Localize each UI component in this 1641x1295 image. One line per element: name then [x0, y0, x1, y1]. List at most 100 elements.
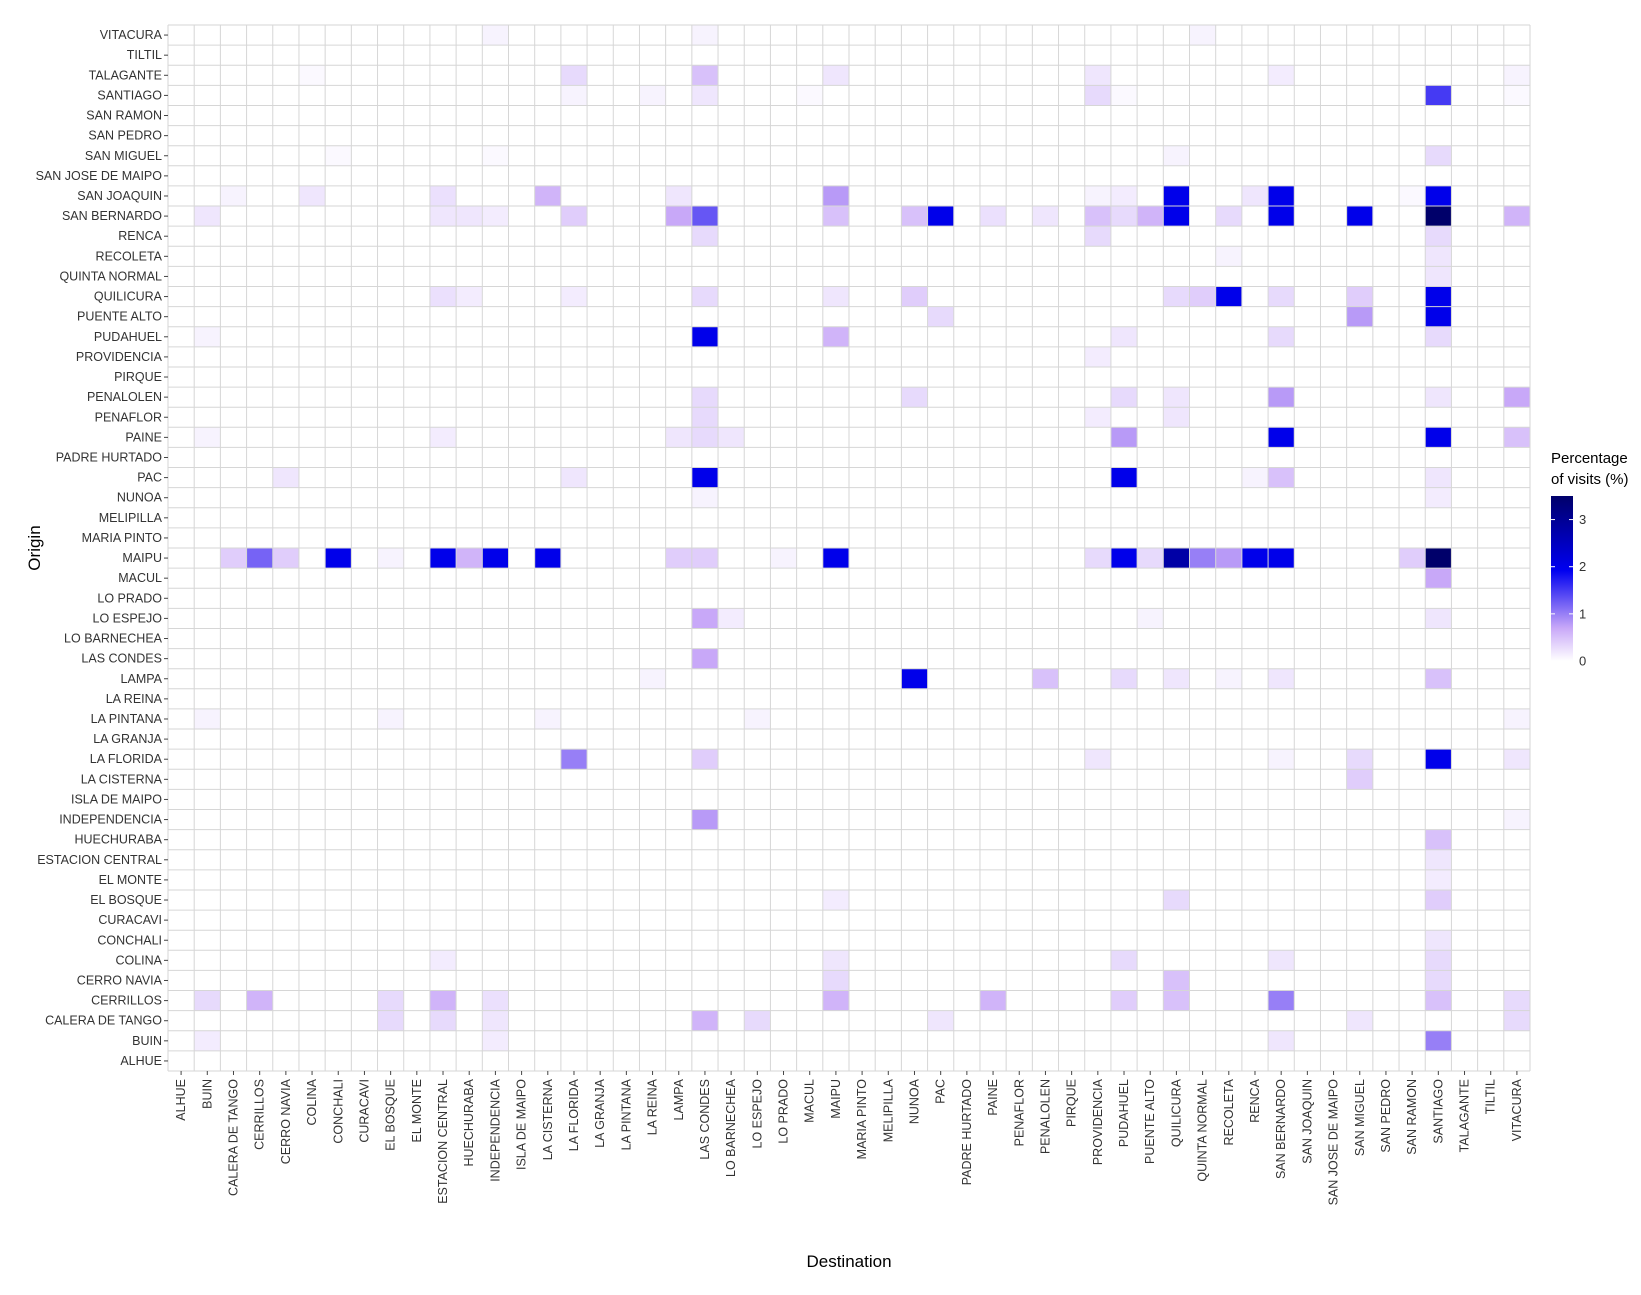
cell-buin-to-buin: [194, 1030, 221, 1051]
cell-calera-de-tango-to-el-bosque: [377, 1010, 404, 1031]
cell-la-pintana-to-buin: [194, 708, 221, 730]
cell-paine-to-santiago: [1425, 427, 1452, 448]
cell-penalolen-to-las-condes: [691, 387, 719, 408]
cell-maipu-to-el-bosque: [377, 548, 404, 569]
y-tick-label-pudahuel: PUDAHUEL: [94, 330, 162, 344]
y-tick-label-pac: PAC: [137, 471, 162, 485]
cell-san-bernardo-to-providencia: [1084, 206, 1111, 227]
y-tick-label-el-bosque: EL BOSQUE: [90, 893, 162, 907]
x-tick-label-pirque: PIRQUE: [1065, 1079, 1079, 1127]
cell-cerrillos-to-san-bernardo: [1268, 990, 1295, 1011]
cell-santiago-to-la-florida: [560, 85, 588, 106]
legend-title-line-1: Percentage: [1551, 450, 1628, 467]
cell-buin-to-san-bernardo: [1268, 1030, 1295, 1051]
legend-tick-label: 3: [1579, 512, 1586, 527]
x-tick-label-las-condes: LAS CONDES: [698, 1079, 712, 1160]
cell-el-bosque-to-quilicura: [1163, 889, 1190, 911]
cell-las-condes-to-las-condes: [691, 648, 719, 669]
x-axis-title: Destination: [806, 1252, 891, 1271]
cell-san-bernardo-to-pac: [927, 206, 954, 227]
cell-nunoa-to-las-condes: [691, 487, 719, 508]
x-tick-label-independencia: INDEPENDENCIA: [488, 1078, 502, 1181]
y-tick-label-vitacura: VITACURA: [100, 28, 163, 42]
y-tick-label-padre-hurtado: PADRE HURTADO: [56, 450, 163, 464]
cell-independencia-to-las-condes: [691, 809, 719, 830]
legend-title-line-2: of visits (%): [1551, 471, 1629, 488]
cell-maipu-to-providencia: [1084, 548, 1111, 569]
cell-maipu-to-lampa: [665, 548, 692, 569]
cell-talagante-to-colina: [298, 65, 326, 86]
cell-maipu-to-quilicura: [1163, 548, 1190, 569]
cell-san-bernardo-to-quilicura: [1163, 206, 1190, 227]
cell-penalolen-to-san-bernardo: [1268, 387, 1295, 408]
cell-cerrillos-to-estacion-central: [429, 990, 457, 1011]
x-tick-label-maipu: MAIPU: [829, 1079, 843, 1119]
x-tick-label-alhue: ALHUE: [174, 1079, 188, 1121]
cell-san-joaquin-to-calera-de-tango: [220, 185, 247, 207]
cell-san-joaquin-to-colina: [298, 185, 326, 207]
y-tick-label-maria-pinto: MARIA PINTO: [82, 531, 163, 545]
cell-renca-to-santiago: [1425, 226, 1452, 247]
y-tick-label-san-bernardo: SAN BERNARDO: [62, 209, 162, 223]
y-tick-label-penaflor: PENAFLOR: [95, 410, 162, 424]
cell-san-miguel-to-conchali: [325, 145, 352, 166]
cell-maipu-to-calera-de-tango: [220, 548, 247, 569]
cell-san-bernardo-to-estacion-central: [429, 206, 457, 227]
cell-penalolen-to-vitacura: [1503, 387, 1530, 408]
cell-maipu-to-independencia: [482, 548, 509, 569]
cell-talagante-to-providencia: [1084, 65, 1111, 86]
cell-colina-to-pudahuel: [1110, 950, 1138, 971]
cell-el-bosque-to-santiago: [1425, 889, 1452, 911]
cell-san-joaquin-to-la-cisterna: [534, 185, 561, 207]
x-tick-label-san-pedro: SAN PEDRO: [1379, 1079, 1393, 1153]
cell-la-florida-to-santiago: [1425, 749, 1452, 770]
cell-pudahuel-to-santiago: [1425, 326, 1452, 347]
x-tick-label-san-jose-de-maipo: SAN JOSE DE MAIPO: [1327, 1079, 1341, 1206]
x-tick-label-pudahuel: PUDAHUEL: [1117, 1079, 1131, 1147]
cell-pudahuel-to-pudahuel: [1110, 326, 1138, 347]
cell-lampa-to-santiago: [1425, 668, 1452, 689]
y-tick-label-quilicura: QUILICURA: [94, 290, 163, 304]
cell-puente-alto-to-san-miguel: [1346, 306, 1373, 327]
x-tick-label-puente-alto: PUENTE ALTO: [1143, 1079, 1157, 1164]
cell-san-joaquin-to-providencia: [1084, 185, 1111, 207]
y-tick-label-la-florida: LA FLORIDA: [90, 752, 163, 766]
cell-pac-to-pudahuel: [1110, 467, 1138, 488]
cell-puente-alto-to-pac: [927, 306, 954, 327]
cell-talagante-to-maipu: [822, 65, 849, 86]
y-tick-label-pirque: PIRQUE: [114, 370, 162, 384]
cell-la-pintana-to-lo-espejo: [744, 708, 771, 730]
y-tick-label-estacion-central: ESTACION CENTRAL: [37, 853, 162, 867]
cell-maipu-to-conchali: [325, 548, 352, 569]
cell-cerrillos-to-pudahuel: [1110, 990, 1138, 1011]
cell-la-florida-to-vitacura: [1503, 749, 1530, 770]
y-tick-label-isla-de-maipo: ISLA DE MAIPO: [71, 792, 162, 806]
cell-maipu-to-estacion-central: [429, 548, 457, 569]
cell-santiago-to-las-condes: [691, 85, 719, 106]
x-tick-label-penaflor: PENAFLOR: [1012, 1079, 1026, 1146]
x-tick-label-quinta-normal: QUINTA NORMAL: [1196, 1079, 1210, 1182]
cell-san-joaquin-to-estacion-central: [429, 185, 457, 207]
cell-san-bernardo-to-pudahuel: [1110, 206, 1138, 227]
cell-lampa-to-san-bernardo: [1268, 668, 1295, 689]
y-tick-label-talagante: TALAGANTE: [89, 68, 162, 82]
cell-calera-de-tango-to-san-miguel: [1346, 1010, 1373, 1031]
cell-san-bernardo-to-san-bernardo: [1268, 206, 1295, 227]
cell-pac-to-las-condes: [691, 467, 719, 488]
cell-recoleta-to-santiago: [1425, 246, 1452, 267]
cell-paine-to-buin: [194, 427, 221, 448]
cell-maipu-to-las-condes: [691, 548, 719, 569]
cell-penaflor-to-quilicura: [1163, 407, 1190, 428]
y-tick-label-macul: MACUL: [118, 571, 162, 585]
x-tick-label-tiltil: TILTIL: [1484, 1079, 1498, 1114]
cell-cerrillos-to-el-bosque: [377, 990, 404, 1011]
cell-maipu-to-pudahuel: [1110, 548, 1138, 569]
cell-pac-to-la-florida: [560, 467, 588, 488]
y-tick-label-la-granja: LA GRANJA: [93, 732, 162, 746]
cell-cerrillos-to-vitacura: [1503, 990, 1530, 1011]
cell-la-pintana-to-la-cisterna: [534, 708, 561, 730]
cell-san-bernardo-to-independencia: [482, 206, 509, 227]
x-tick-label-la-pintana: LA PINTANA: [619, 1078, 633, 1150]
cell-calera-de-tango-to-lo-espejo: [744, 1010, 771, 1031]
